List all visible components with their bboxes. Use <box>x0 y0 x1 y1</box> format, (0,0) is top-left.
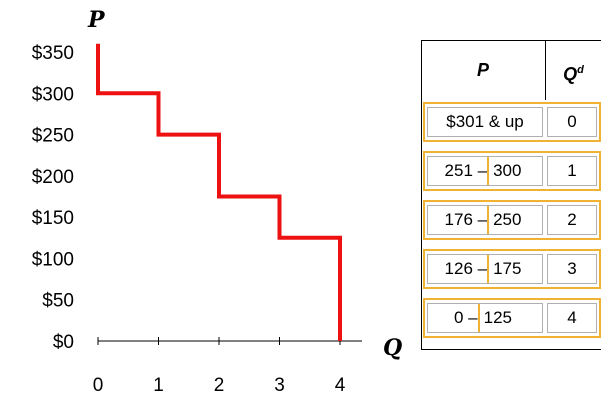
table-row: 251 –300 1 <box>423 151 601 191</box>
demand-step-chart: $0 $50 $100 $150 $200 $250 $300 $350 0 1 2 3 4 P Q <box>32 7 402 394</box>
quantity-column-header: Qd <box>546 40 601 100</box>
price-range-cell: $301 & up <box>427 107 543 137</box>
header-divider <box>545 40 546 100</box>
price-low: $301 & up <box>446 112 524 131</box>
quantity-cell: 4 <box>547 303 597 333</box>
quantity-cell: 3 <box>547 254 597 284</box>
y-tick-label: $200 <box>32 167 74 188</box>
x-axis-ticks: 0 1 2 3 4 <box>93 337 346 394</box>
row-highlight <box>423 298 601 338</box>
demand-schedule-table: P Qd $301 & up 0 251 –300 1 176 –250 2 1… <box>421 40 601 350</box>
price-low: 251 – <box>444 161 488 180</box>
table-row: 0 –125 4 <box>423 298 601 338</box>
row-highlight <box>423 249 601 289</box>
y-axis-ticks: $0 $50 $100 $150 $200 $250 $300 $350 <box>32 43 74 353</box>
y-tick-label: $300 <box>32 84 74 105</box>
demand-step-line <box>96 43 342 341</box>
price-high: 250 <box>487 206 525 234</box>
x-tick-label: 1 <box>153 375 164 394</box>
price-low: 126 – <box>444 259 488 278</box>
x-tick-label: 4 <box>335 375 346 394</box>
x-tick-label: 2 <box>214 375 225 394</box>
y-tick-label: $250 <box>32 126 74 147</box>
table-row: $301 & up 0 <box>423 102 601 142</box>
quantity-cell: 1 <box>547 156 597 186</box>
table-row: 126 –175 3 <box>423 249 601 289</box>
table-row: 176 –250 2 <box>423 200 601 240</box>
y-tick-label: $150 <box>32 208 74 229</box>
quantity-cell: 0 <box>547 107 597 137</box>
price-range-cell: 176 –250 <box>427 205 543 235</box>
quantity-header-superscript: d <box>577 64 584 76</box>
price-header-text: P <box>476 60 489 80</box>
row-highlight <box>423 151 601 191</box>
price-low: 176 – <box>444 210 488 229</box>
y-tick-label: $100 <box>32 249 74 270</box>
price-low: 0 – <box>453 308 478 327</box>
y-tick-label: $350 <box>32 43 74 64</box>
price-column-header: P <box>421 40 545 100</box>
price-high: 175 <box>487 255 525 283</box>
quantity-header-text: Q <box>563 64 578 84</box>
row-highlight <box>423 102 601 142</box>
quantity-cell: 2 <box>547 205 597 235</box>
price-range-cell: 126 –175 <box>427 254 543 284</box>
price-range-cell: 0 –125 <box>427 303 543 333</box>
price-high: 300 <box>487 157 525 185</box>
x-axis-variable-label: Q <box>383 335 402 361</box>
y-axis-variable-label: P <box>87 7 106 33</box>
y-tick-label: $0 <box>53 332 74 353</box>
price-range-cell: 251 –300 <box>427 156 543 186</box>
table-frame <box>421 40 601 350</box>
row-highlight <box>423 200 601 240</box>
x-tick-label: 3 <box>274 375 285 394</box>
x-tick-label: 0 <box>93 375 104 394</box>
price-high: 125 <box>477 304 516 332</box>
y-tick-label: $50 <box>42 291 74 312</box>
